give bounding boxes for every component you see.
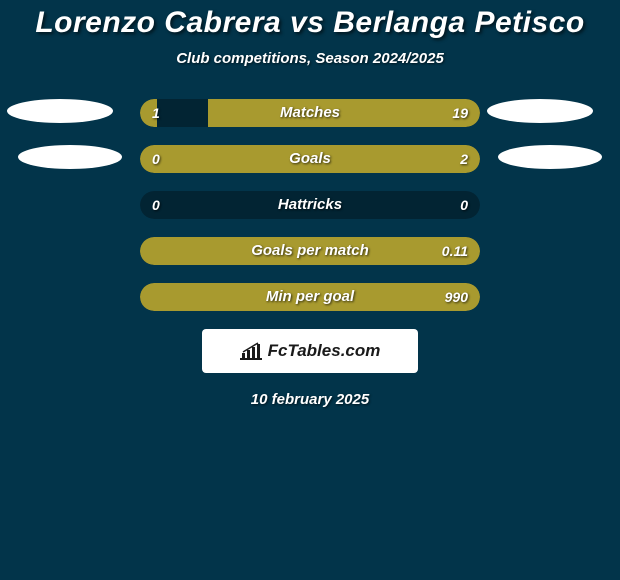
page-title: Lorenzo Cabrera vs Berlanga Petisco	[0, 0, 620, 40]
badge-ellipse-right	[487, 99, 593, 123]
stat-label: Matches	[140, 99, 480, 127]
badge-ellipse-left	[7, 99, 113, 123]
stat-right-value: 0	[460, 191, 468, 219]
date-text: 10 february 2025	[251, 391, 369, 408]
branding-text: FcTables.com	[268, 341, 381, 361]
stat-right-value: 19	[452, 99, 468, 127]
date-label: 10 february 2025	[0, 391, 620, 408]
badge-ellipse-right	[498, 145, 602, 169]
stat-label: Goals	[140, 145, 480, 173]
stat-right-value: 0.11	[442, 237, 468, 265]
stat-row: 0Hattricks0	[140, 191, 480, 219]
stat-row: 0Goals2	[140, 145, 480, 173]
stat-label: Goals per match	[140, 237, 480, 265]
stat-row: Goals per match0.11	[140, 237, 480, 265]
stat-right-value: 2	[460, 145, 468, 173]
title-text: Lorenzo Cabrera vs Berlanga Petisco	[35, 6, 584, 39]
stats-container: 1Matches190Goals20Hattricks0Goals per ma…	[0, 99, 620, 311]
subtitle-text: Club competitions, Season 2024/2025	[176, 50, 444, 67]
subtitle: Club competitions, Season 2024/2025	[0, 50, 620, 67]
chart-icon	[240, 342, 262, 360]
stat-right-value: 990	[445, 283, 468, 311]
branding-badge: FcTables.com	[202, 329, 418, 373]
stat-label: Min per goal	[140, 283, 480, 311]
stat-row: 1Matches19	[140, 99, 480, 127]
badge-ellipse-left	[18, 145, 122, 169]
stat-row: Min per goal990	[140, 283, 480, 311]
stat-label: Hattricks	[140, 191, 480, 219]
stat-rows: 1Matches190Goals20Hattricks0Goals per ma…	[0, 99, 620, 311]
